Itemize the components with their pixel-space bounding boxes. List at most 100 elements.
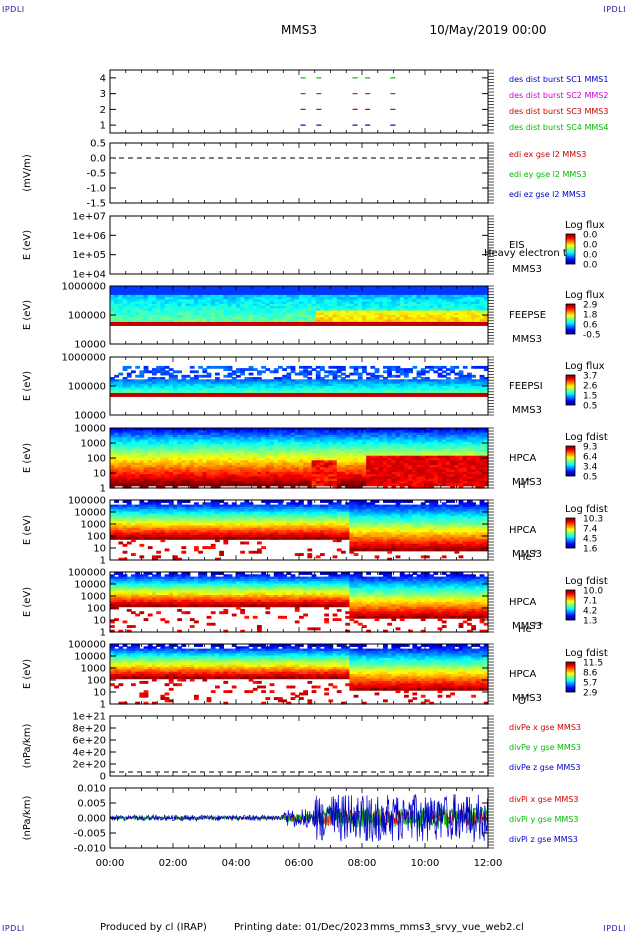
spectro-cell [278, 434, 283, 438]
spectro-cell [311, 455, 317, 459]
spectro-cell [315, 446, 321, 450]
spectro-cell [164, 474, 170, 478]
spectro-cell [345, 294, 350, 298]
spectro-cell [198, 434, 203, 438]
spectro-cell [206, 439, 212, 443]
spectro-cell [118, 294, 124, 298]
spectro-cell [278, 464, 283, 468]
spectro-cell [194, 478, 199, 482]
spectro-cell [215, 303, 220, 307]
spectro-cell [303, 312, 308, 316]
spectro-cell [420, 372, 426, 376]
spectro-cell [122, 292, 128, 296]
spectro-cell [303, 481, 308, 484]
spectro-cell [311, 474, 317, 478]
spectro-cell [462, 365, 468, 369]
spectro-cell [156, 460, 161, 464]
spectro-cell [294, 310, 300, 314]
spectro-cell [248, 290, 254, 294]
spectro-cell [257, 292, 262, 296]
spectro-cell [202, 370, 208, 374]
spectro-cell [391, 383, 397, 387]
spectro-cell [168, 460, 174, 464]
spectro-cell [152, 428, 157, 431]
spectro-cell [387, 303, 392, 307]
spectro-cell [147, 467, 153, 471]
spectro-cell [194, 437, 199, 441]
spectro-cell [131, 315, 136, 318]
spectro-cell [341, 444, 346, 448]
spectro-cell [471, 365, 476, 369]
spectro-cell [462, 315, 468, 318]
spectro-cell [143, 370, 149, 374]
spectro-cell [269, 301, 275, 305]
spectro-cell [420, 388, 426, 392]
spectro-cell [202, 474, 208, 478]
spectro-cell [257, 315, 262, 318]
spectro-cell [320, 460, 325, 464]
spectro-cell [282, 458, 287, 461]
spectro-cell [110, 444, 115, 448]
spectro-cell [219, 292, 224, 296]
spectro-cell [147, 446, 153, 450]
spectro-cell [349, 434, 355, 438]
spectro-cell [244, 448, 250, 452]
spectro-cell [147, 383, 153, 387]
spectro-cell [227, 446, 233, 450]
spectro-cell [168, 432, 174, 436]
spectro-cell [349, 460, 355, 464]
spectro-cell [156, 481, 161, 484]
colorbar-segment [566, 261, 575, 263]
spectro-cell [194, 474, 199, 478]
spectro-cell [286, 390, 292, 394]
spectro-cell [198, 483, 203, 487]
spectro-cell [189, 310, 195, 314]
spectro-cell [215, 476, 220, 480]
spectro-cell [315, 374, 321, 378]
spectro-cell [252, 460, 258, 464]
spectro-cell [173, 434, 178, 438]
spectro-cell [210, 428, 216, 431]
spectro-cell [252, 476, 258, 480]
spectro-cell [223, 303, 229, 307]
spectro-cell [454, 288, 460, 292]
spectro-cell [177, 306, 182, 309]
spectro-cell [269, 483, 275, 487]
spectro-cell [110, 317, 115, 321]
spectro-cell [194, 467, 199, 471]
spectro-cell [441, 383, 447, 387]
spectro-cell [328, 467, 334, 471]
spectro-cell [257, 476, 262, 480]
spectro-cell [143, 458, 149, 461]
spectro-cell [290, 290, 296, 294]
spectro-cell [307, 312, 313, 316]
spectro-cell [446, 288, 451, 292]
spectro-cell [395, 317, 401, 321]
spectro-cell [349, 474, 355, 478]
spectro-cell [114, 478, 119, 482]
spectro-cell [248, 481, 254, 484]
spectro-cell [278, 432, 283, 436]
spectro-cell [429, 315, 434, 318]
spectro-cell [131, 299, 136, 303]
spectro-cell [227, 453, 233, 457]
spectro-cell [349, 301, 355, 305]
spectro-cell [437, 299, 443, 303]
spectro-cell [236, 453, 241, 457]
spectro-cell [441, 312, 447, 316]
spectro-cell [210, 448, 216, 452]
spectro-cell [395, 301, 401, 305]
spectro-cell [227, 290, 233, 294]
spectro-cell [349, 476, 355, 480]
spectro-cell [349, 453, 355, 457]
spectro-cell [118, 437, 124, 441]
spectro-cell [269, 297, 275, 300]
spectro-cell [471, 310, 476, 314]
spectro-cell [349, 481, 355, 484]
spectro-cell [231, 301, 237, 305]
spectro-cell [122, 469, 128, 473]
colorbar-segment [566, 392, 575, 394]
spectro-cell [412, 301, 418, 305]
colorbar-frame [565, 374, 576, 406]
